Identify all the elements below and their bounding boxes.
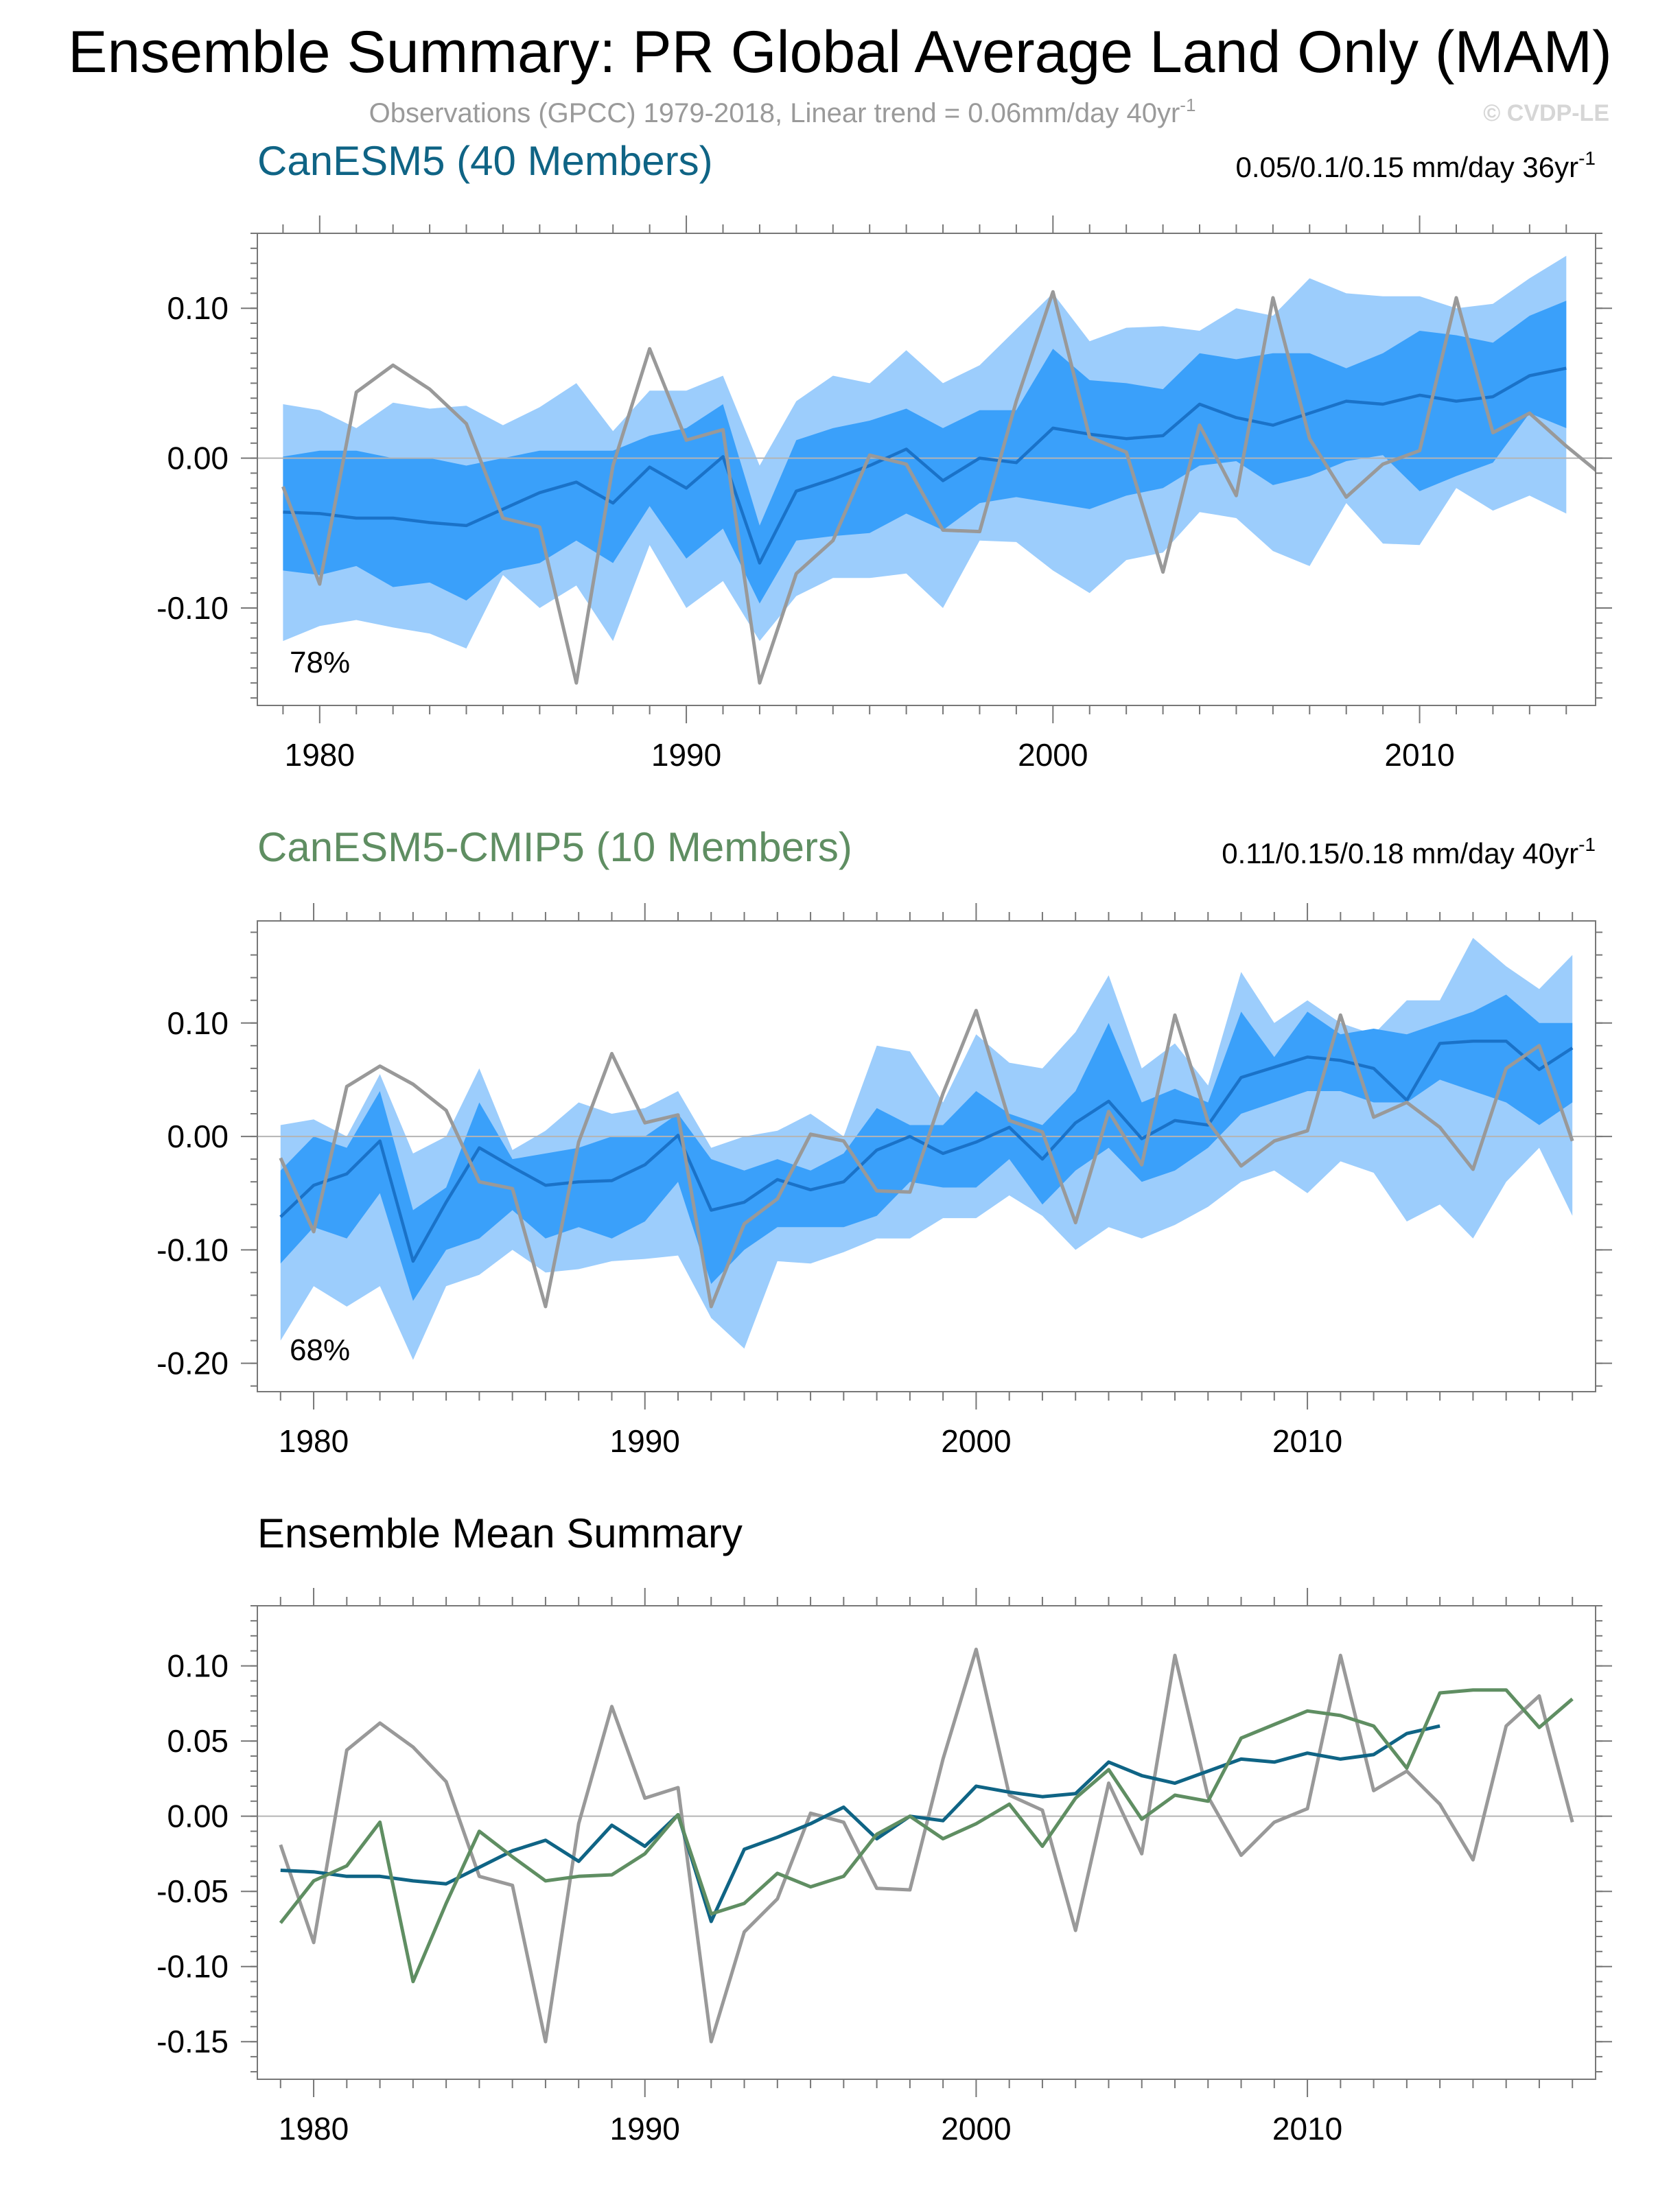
canesm5-panel-y-tick-label: 0.10: [167, 290, 229, 326]
canesm5-cmip5-panel-x-axis: 1980 1990 2000 2010: [279, 903, 1574, 1459]
canesm5-plot-area: -0.10 0.00 0.10 1980 1990 2000 2010: [156, 215, 1612, 773]
ensemble-mean-panel-y-tick-label: 0.00: [167, 1799, 229, 1834]
ensemble-mean-panel-y-tick-label: -0.15: [156, 2024, 229, 2059]
canesm5-cmip5-panel-observations-line: [279, 1009, 1574, 1309]
canesm5-cmip5-panel-y-axis: -0.20 -0.10 0.00 0.10: [156, 931, 1612, 1387]
ensemble-mean-panel-y-axis: -0.15 -0.10 -0.05 0.00 0.05 0.10: [156, 1605, 1612, 2073]
canesm5-panel-observations-line: [281, 290, 1596, 685]
canesm5-cmip5-panel-y-tick-label: -0.20: [156, 1346, 229, 1381]
canesm5-cmip5-plot-area: -0.20 -0.10 0.00 0.10 1980 1990 2000 2010: [156, 903, 1612, 1459]
ensemble-mean-panel-series-observations: [279, 1648, 1574, 2044]
ensemble-mean-panel-x-tick-label: 1990: [610, 2111, 680, 2147]
canesm5-panel-title: CanESM5 (40 Members): [257, 138, 713, 184]
canesm5-panel: CanESM5 (40 Members) 0.05/0.1/0.15 mm/da…: [156, 138, 1612, 773]
copyright-label: © CVDP-LE: [1483, 100, 1609, 126]
canesm5-cmip5-percent-label: 68%: [290, 1333, 350, 1367]
ensemble-mean-panel-x-axis: 1980 1990 2000 2010: [279, 1588, 1574, 2147]
ensemble-mean-panel-x-tick-label: 2010: [1272, 2111, 1342, 2147]
canesm5-trend-sup: -1: [1578, 148, 1596, 169]
canesm5-panel-y-axis: -0.10 0.00 0.10: [156, 233, 1612, 699]
canesm5-panel-x-tick-label: 2000: [1018, 737, 1088, 773]
ensemble-mean-panel-y-tick-label: 0.05: [167, 1723, 229, 1759]
canesm5-panel-series-group: [257, 255, 1596, 685]
canesm5-cmip5-panel-title: CanESM5-CMIP5 (10 Members): [257, 824, 852, 870]
canesm5-panel-x-tick-label: 1980: [285, 737, 355, 773]
ensemble-mean-panel-y-tick-label: -0.10: [156, 1949, 229, 1985]
canesm5-cmip5-panel-x-tick-label: 1990: [610, 1423, 680, 1459]
canesm5-cmip5-panel-series-group: [257, 937, 1596, 1360]
canesm5-panel-y-tick-label: 0.00: [167, 441, 229, 476]
ensemble-mean-plot-area: -0.15 -0.10 -0.05 0.00 0.05 0.10 1980 1990 2000 2…: [156, 1588, 1612, 2147]
canesm5-cmip5-panel-x-tick-label: 2000: [941, 1423, 1011, 1459]
canesm5-cmip5-trend-text: 0.11/0.15/0.18 mm/day 40yr-1: [1222, 834, 1596, 869]
canesm5-cmip5-panel-frame: [257, 920, 1596, 1392]
observations-subtitle-sup: -1: [1180, 95, 1195, 115]
canesm5-cmip5-trend-sup: -1: [1578, 834, 1596, 855]
canesm5-cmip5-panel: CanESM5-CMIP5 (10 Members) 0.11/0.15/0.1…: [156, 824, 1612, 1459]
canesm5-percent-label: 78%: [290, 646, 350, 679]
ensemble-mean-panel-x-tick-label: 1980: [279, 2111, 349, 2147]
canesm5-cmip5-panel-y-tick-label: -0.10: [156, 1232, 229, 1267]
canesm5-cmip5-panel-y-tick-label: 0.00: [167, 1119, 229, 1154]
canesm5-panel-x-tick-label: 1990: [651, 737, 721, 773]
ensemble-mean-panel-y-tick-label: 0.10: [167, 1648, 229, 1684]
ensemble-mean-panel-frame: [257, 1605, 1596, 2080]
canesm5-panel-frame: [257, 233, 1596, 706]
canesm5-cmip5-panel-x-tick-label: 2010: [1272, 1423, 1342, 1459]
observations-subtitle-text: Observations (GPCC) 1979-2018, Linear tr…: [369, 98, 1180, 128]
ensemble-mean-panel-x-tick-label: 2000: [941, 2111, 1011, 2147]
canesm5-panel-ensemble-mean-line: [283, 366, 1567, 565]
ensemble-mean-panel-series-canesm5-cmip5: [279, 1688, 1574, 1984]
canesm5-trend-text: 0.05/0.1/0.15 mm/day 36yr-1: [1235, 148, 1596, 183]
canesm5-panel-y-tick-label: -0.10: [156, 590, 229, 626]
ensemble-mean-panel-title: Ensemble Mean Summary: [257, 1510, 743, 1556]
canesm5-cmip5-trend-value: 0.11/0.15/0.18 mm/day 40yr: [1222, 837, 1578, 869]
observations-subtitle: Observations (GPCC) 1979-2018, Linear tr…: [369, 95, 1196, 128]
canesm5-trend-value: 0.05/0.1/0.15 mm/day 36yr: [1235, 151, 1578, 183]
ensemble-mean-panel-y-tick-label: -0.05: [156, 1873, 229, 1909]
main-title: Ensemble Summary: PR Global Average Land…: [68, 19, 1612, 85]
ensemble-mean-panel: Ensemble Mean Summary -0.15 -0.10 -0.05 0.0…: [156, 1510, 1612, 2147]
ensemble-mean-panel-series-group: [257, 1648, 1596, 2044]
canesm5-cmip5-panel-x-tick-label: 1980: [279, 1423, 349, 1459]
canesm5-cmip5-panel-y-tick-label: 0.10: [167, 1005, 229, 1041]
ensemble-mean-panel-series-canesm5: [280, 1724, 1440, 1923]
canesm5-panel-x-axis: 1980 1990 2000 2010: [282, 215, 1567, 773]
canesm5-panel-x-tick-label: 2010: [1384, 737, 1454, 773]
